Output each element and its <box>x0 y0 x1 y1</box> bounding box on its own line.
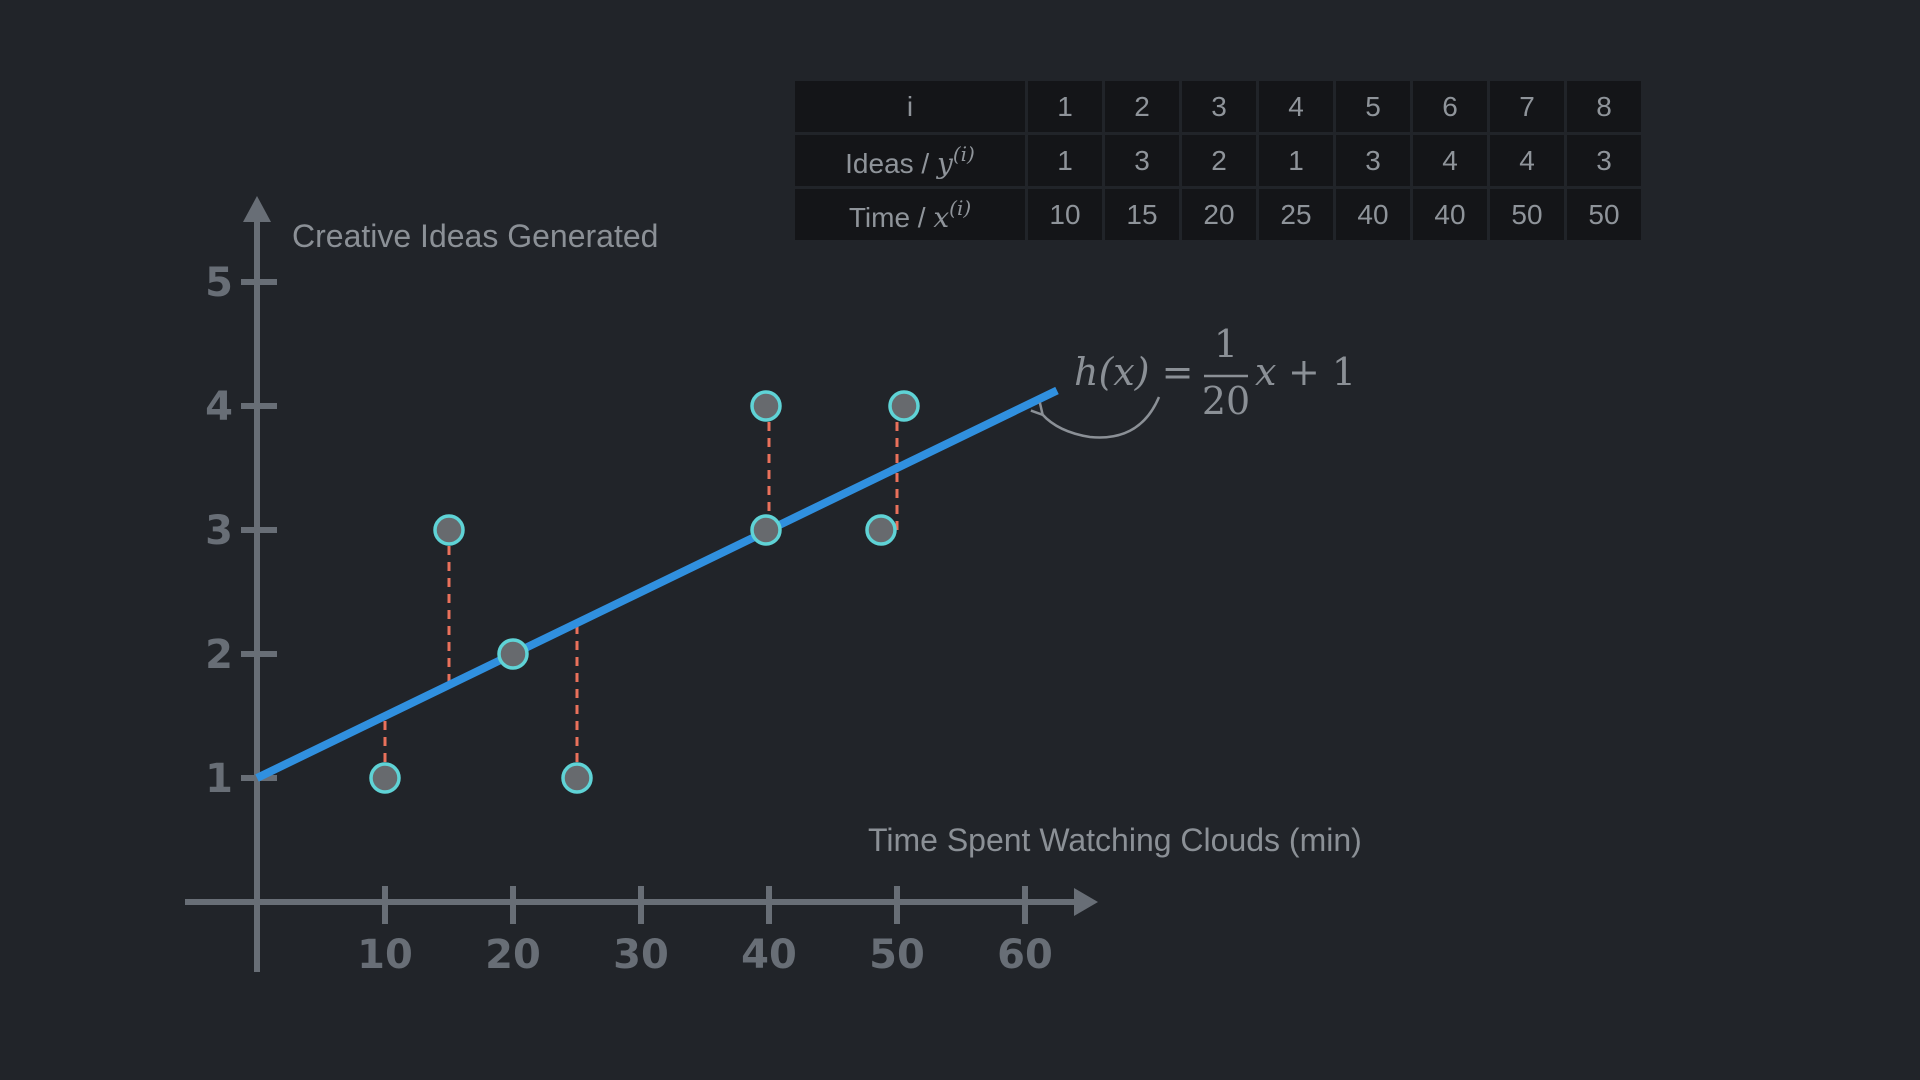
time-value-cell: 40 <box>1333 186 1413 243</box>
table-index-cell: 2 <box>1102 78 1182 135</box>
table-index-cell: 3 <box>1179 78 1259 135</box>
formula-pointer-arrow <box>1042 396 1161 439</box>
table-row-index: i 1 2 3 4 5 6 7 8 <box>792 78 1644 135</box>
table-index-cell: 7 <box>1487 78 1567 135</box>
regression-line <box>255 386 1059 782</box>
time-value-cell: 25 <box>1256 186 1336 243</box>
table-header-label: i <box>792 78 1028 135</box>
ideas-value-cell: 1 <box>1256 132 1336 189</box>
table-index-cell: 6 <box>1410 78 1490 135</box>
data-point <box>888 390 920 422</box>
formula-lhs: h(x) = <box>1074 350 1193 394</box>
hypothesis-formula: h(x) = 1 20 x + 1 <box>1042 322 1356 439</box>
table-row-ideas: Ideas / y(i) 1 3 2 1 3 4 4 3 <box>792 132 1644 189</box>
y-axis-arrowhead <box>243 196 271 222</box>
x-axis-arrowhead <box>1074 888 1098 916</box>
ideas-value-cell: 3 <box>1333 132 1413 189</box>
time-label-text: Time / <box>848 201 934 233</box>
time-value-cell: 20 <box>1179 186 1259 243</box>
ideas-value-cell: 4 <box>1410 132 1490 189</box>
table-index-cell: 5 <box>1333 78 1413 135</box>
formula-rest: + 1 <box>1288 350 1356 394</box>
ideas-value-cell: 4 <box>1487 132 1567 189</box>
table-index-cell: 1 <box>1025 78 1105 135</box>
data-point <box>369 762 401 794</box>
formula-denominator: 20 <box>1202 379 1250 423</box>
y-tick-label: 4 <box>205 384 233 430</box>
x-tick-label: 20 <box>485 932 541 978</box>
ideas-value-cell: 1 <box>1025 132 1105 189</box>
table-index-cell: 4 <box>1256 78 1336 135</box>
x-tick-label: 40 <box>741 932 797 978</box>
ideas-value-cell: 3 <box>1102 132 1182 189</box>
y-tick-label: 5 <box>205 260 233 306</box>
ideas-value-cell: 3 <box>1564 132 1644 189</box>
ideas-label-var: y <box>937 146 953 180</box>
time-value-cell: 10 <box>1025 186 1105 243</box>
time-value-cell: 50 <box>1564 186 1644 243</box>
x-tick-label: 30 <box>613 932 669 978</box>
formula-variable: x <box>1255 350 1276 394</box>
data-point <box>497 638 529 670</box>
data-point <box>750 514 782 546</box>
data-point <box>865 514 897 546</box>
data-point <box>750 390 782 422</box>
time-value-cell: 50 <box>1487 186 1567 243</box>
x-tick-label: 50 <box>869 932 925 978</box>
x-tick-label: 60 <box>997 932 1053 978</box>
ideas-label-text: Ideas / <box>845 147 937 179</box>
ideas-value-cell: 2 <box>1179 132 1259 189</box>
time-row-label: Time / x(i) <box>792 186 1028 243</box>
ideas-label-sup: (i) <box>952 141 975 166</box>
formula-numerator: 1 <box>1214 322 1238 366</box>
x-axis-title: Time Spent Watching Clouds (min) <box>868 822 1362 858</box>
y-axis-title: Creative Ideas Generated <box>292 218 658 254</box>
time-value-cell: 40 <box>1410 186 1490 243</box>
ideas-row-label: Ideas / y(i) <box>792 132 1028 189</box>
x-tick-label: 10 <box>357 932 413 978</box>
data-table: i 1 2 3 4 5 6 7 8 Ideas / y(i) 1 3 2 1 3… <box>792 78 1644 243</box>
table-row-time: Time / x(i) 10 15 20 25 40 40 50 50 <box>792 186 1644 243</box>
time-label-var: x <box>933 200 950 234</box>
data-point <box>433 514 465 546</box>
y-tick-label: 1 <box>205 756 233 802</box>
time-value-cell: 15 <box>1102 186 1182 243</box>
y-tick-label: 2 <box>205 632 233 678</box>
time-label-sup: (i) <box>949 195 972 220</box>
table-index-cell: 8 <box>1564 78 1644 135</box>
data-point <box>561 762 593 794</box>
y-tick-label: 3 <box>205 508 233 554</box>
